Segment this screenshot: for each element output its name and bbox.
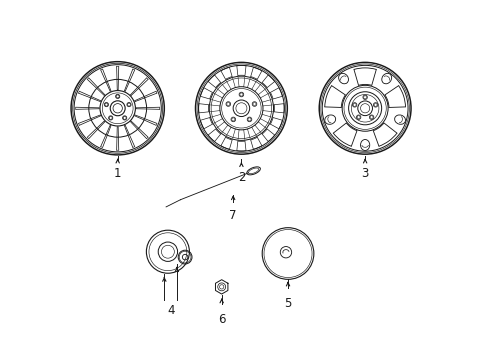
- Ellipse shape: [382, 73, 392, 84]
- Text: 7: 7: [229, 209, 237, 222]
- Text: 1: 1: [114, 167, 122, 180]
- Ellipse shape: [325, 115, 336, 124]
- Text: 5: 5: [284, 297, 292, 310]
- Text: 6: 6: [218, 313, 225, 326]
- Ellipse shape: [394, 115, 406, 124]
- Text: 4: 4: [167, 304, 174, 317]
- Ellipse shape: [361, 139, 370, 150]
- Text: 2: 2: [238, 171, 245, 184]
- Text: 3: 3: [362, 167, 369, 180]
- Ellipse shape: [247, 167, 260, 175]
- Ellipse shape: [339, 73, 348, 84]
